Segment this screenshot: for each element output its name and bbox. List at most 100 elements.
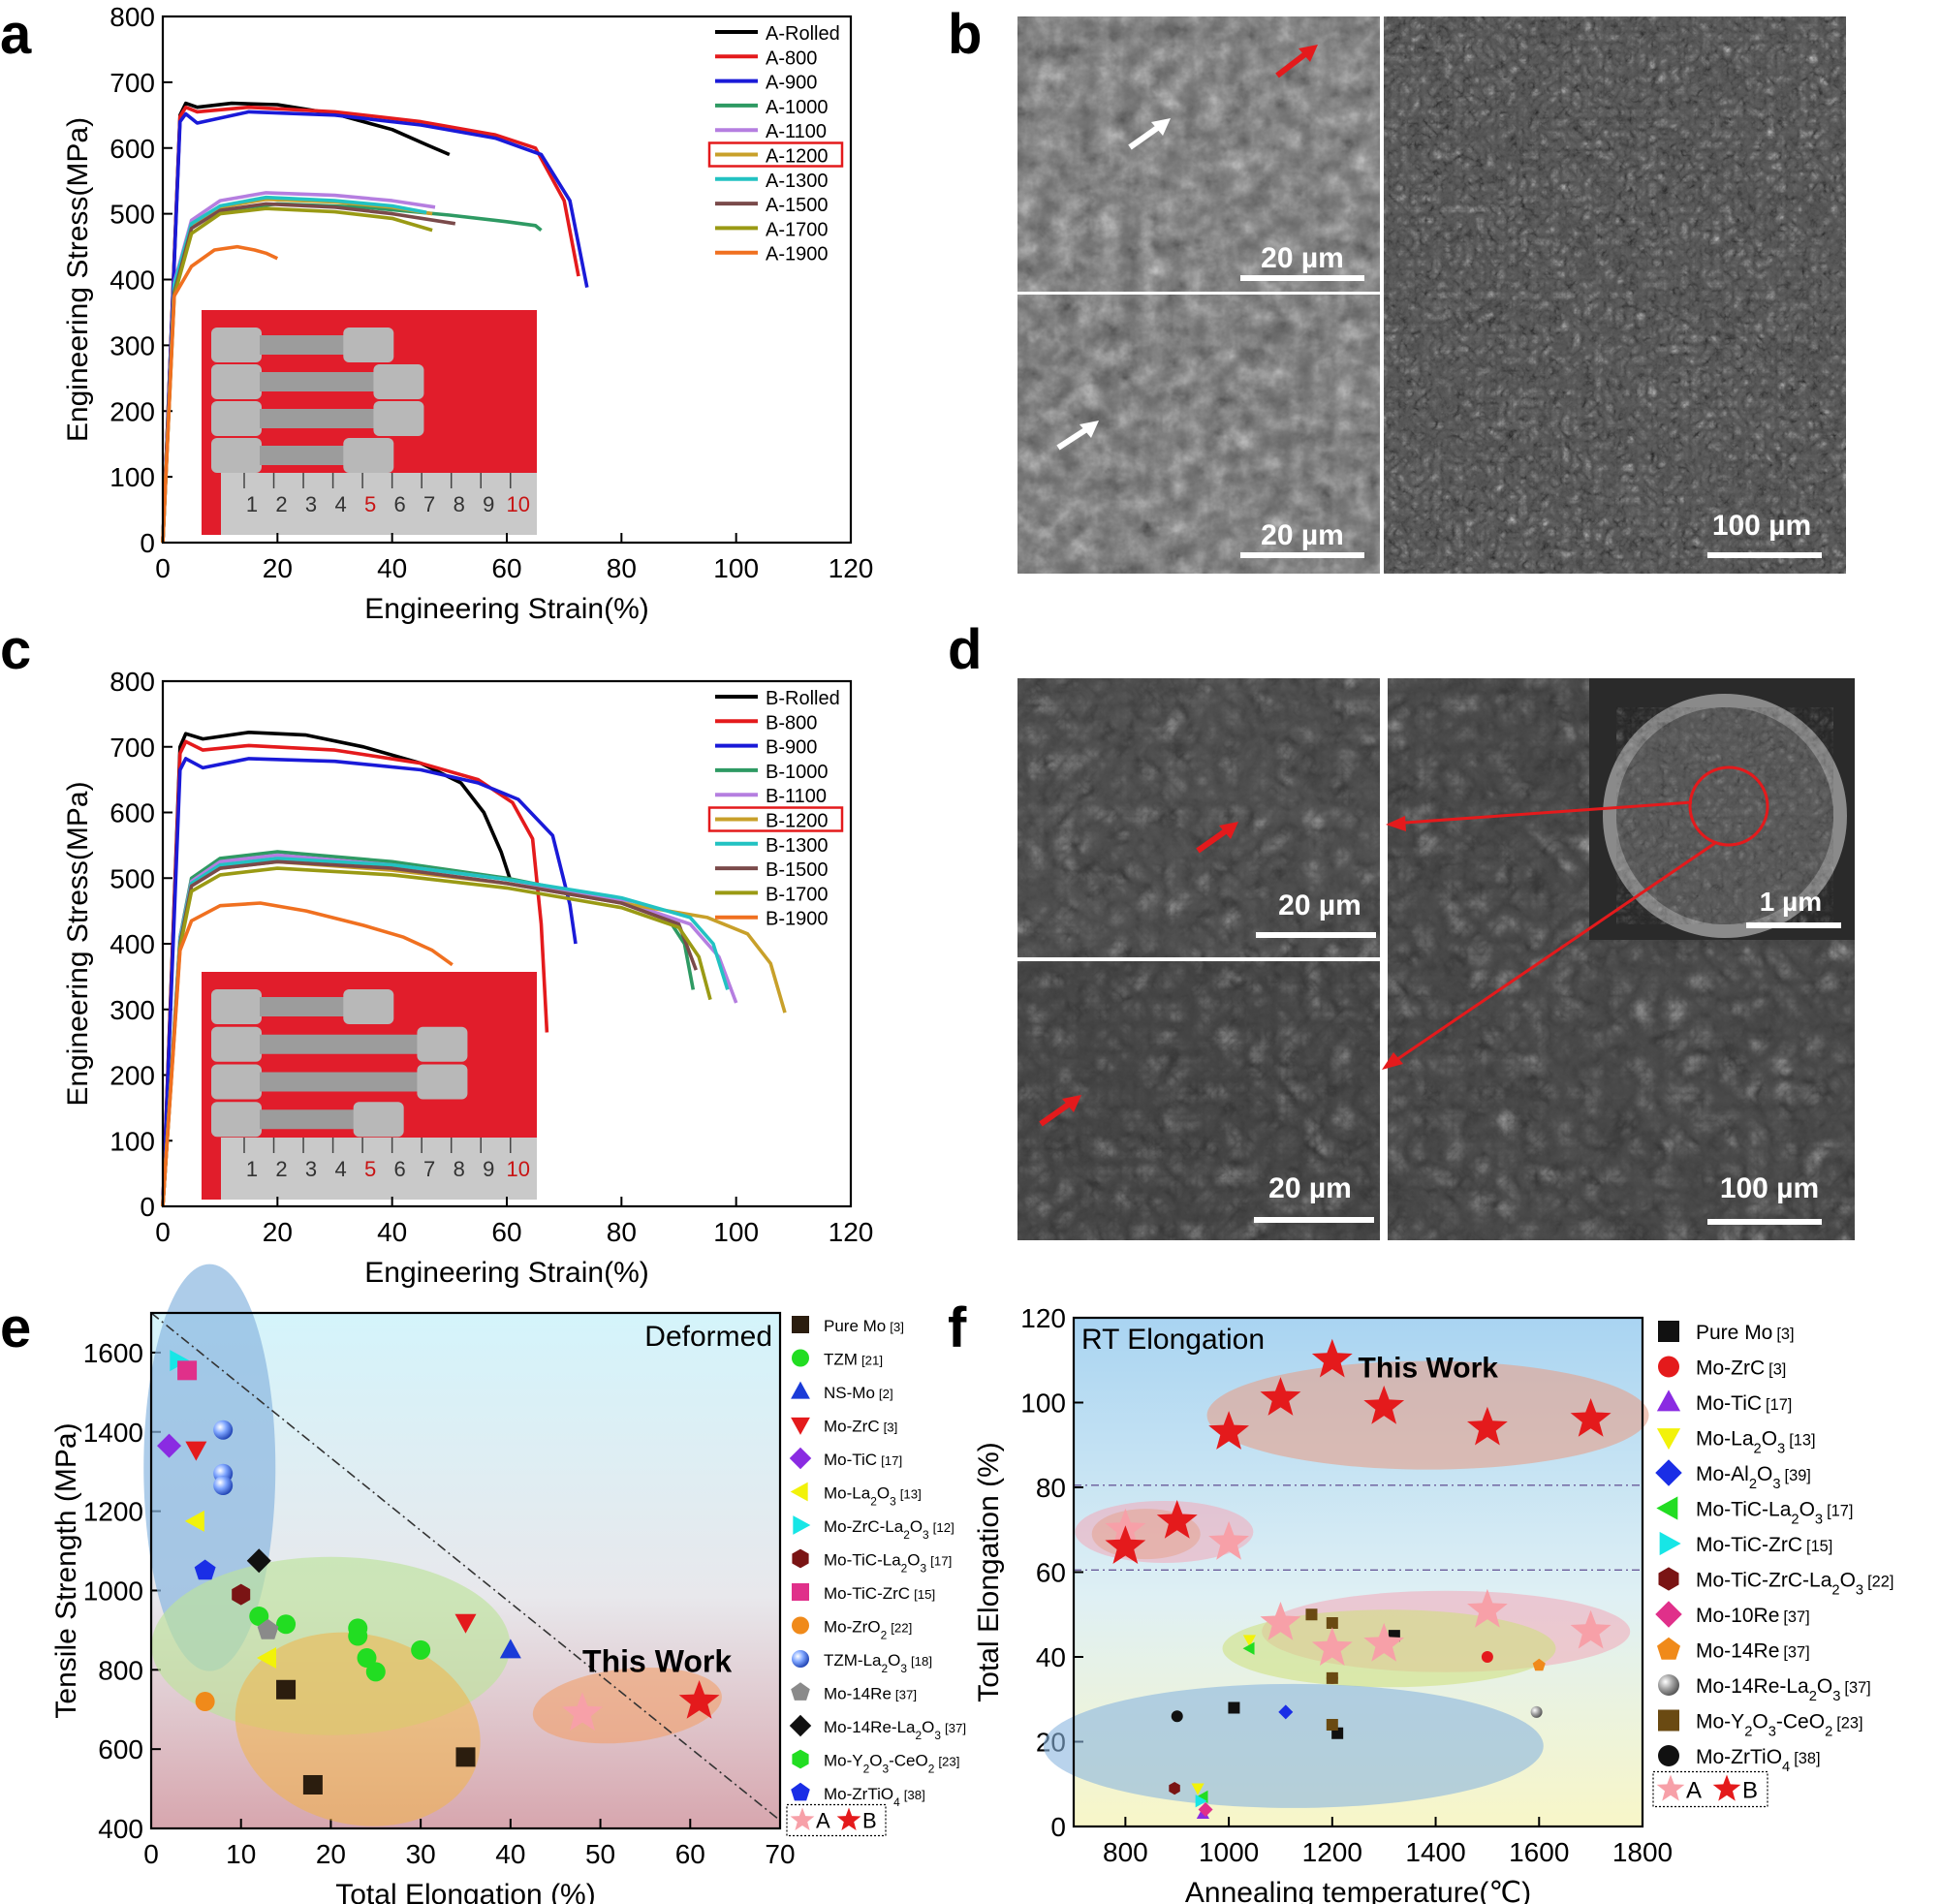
legend-marker-Mo-TiC-ZrC — [1659, 1531, 1681, 1556]
specimen-gauge — [260, 335, 348, 355]
legend-label-Mo-Y2O3-CeO2: Mo-Y2O3-CeO2 [23] — [1696, 1711, 1863, 1740]
label-fragment: 2 — [903, 1528, 910, 1542]
label-fragment: O — [907, 1551, 920, 1570]
x-tick-label-e-6: 60 — [675, 1839, 705, 1869]
label-fragment: 3 — [1772, 1477, 1780, 1492]
y-tick-label-e-1: 600 — [98, 1734, 143, 1764]
scalebar-d-inset — [1746, 922, 1841, 928]
star-point-A — [1467, 1588, 1508, 1628]
data-point-Mo-Al2O3 — [1278, 1704, 1294, 1720]
legend-marker-Pure Mo — [1658, 1321, 1679, 1342]
label-fragment: Al — [1731, 1463, 1749, 1485]
ruler-label-5: 5 — [364, 492, 376, 516]
data-point-Mo-Y2O3-CeO2 — [1305, 1608, 1318, 1621]
y-axis-label-c: Engineering Stress(MPa) — [62, 781, 94, 1106]
specimen-gauge — [260, 1072, 422, 1092]
star-point-B — [1570, 1398, 1611, 1437]
label-fragment: Mo- — [1696, 1428, 1731, 1451]
star-point-A — [562, 1692, 603, 1732]
label-fragment: Mo-TiC-ZrC — [824, 1584, 910, 1603]
legend-star-label-A-f: A — [1686, 1778, 1702, 1804]
specimen-photo-inset-a: 1 2 3 4 5 6 7 8 9 10 — [202, 310, 537, 535]
ruler-label-3: 3 — [305, 1157, 317, 1181]
x-axis-label-f: Annealing temperature(℃) — [1185, 1877, 1531, 1904]
specimen-gauge — [260, 446, 348, 465]
specimen-thread-left — [211, 328, 262, 362]
legend-label-A-800: A-800 — [766, 47, 817, 69]
legend-marker-TZM — [792, 1349, 809, 1367]
scalebar-d-bottom — [1254, 1217, 1374, 1223]
label-fragment: TZM — [824, 1351, 858, 1369]
plot-area-a: 0 20 40 60 80 100 120 0 100 200 300 400 500 600 700 800… — [62, 2, 873, 625]
legend-label-Mo-TiC-ZrC: Mo-TiC-ZrC [15] — [1696, 1534, 1832, 1556]
panel-label-e: e — [0, 1296, 31, 1359]
label-ref: [17] — [1766, 1396, 1792, 1414]
data-point-Mo-ZrTiO4 — [1171, 1710, 1183, 1723]
data-point-Mo-TiC-ZrC-La2O3 — [1169, 1782, 1180, 1795]
ruler-label-9: 9 — [483, 1157, 494, 1181]
sem-texture-b-right — [1384, 16, 1846, 574]
ruler-label-1: 1 — [246, 1157, 258, 1181]
y-axis-label-a: Engineering Stress(MPa) — [62, 117, 94, 442]
legend-label-A-900: A-900 — [766, 73, 817, 94]
specimen-thread-right — [343, 438, 394, 473]
legend-highlight-box — [707, 141, 844, 168]
label-fragment: Mo-TiC-ZrC — [1696, 1534, 1802, 1556]
data-point-Mo-ZrO2 — [195, 1692, 215, 1712]
label-fragment: - — [889, 1752, 894, 1770]
label-ref: [18] — [911, 1654, 932, 1669]
data-point-Pure Mo — [455, 1747, 476, 1767]
label-ref: [37] — [1844, 1679, 1870, 1697]
legend-label-Mo-TiC-La2O3: Mo-TiC-La2O3 [17] — [1696, 1499, 1853, 1528]
label-ref: [23] — [1836, 1715, 1862, 1732]
ruler-label-2: 2 — [275, 1157, 287, 1181]
y-tick-label-e-2: 800 — [98, 1655, 143, 1685]
label-fragment: ZrTiO — [1731, 1746, 1782, 1768]
legend-label-Mo-14Re-La2O3: Mo-14Re-La2O3 [37] — [1696, 1675, 1871, 1704]
data-point-Mo-TiC-ZrC — [1195, 1795, 1207, 1808]
y-tick-label-f-2: 40 — [1036, 1642, 1066, 1672]
plot-area-c: 0 20 40 60 80 100 120 0 100 200 300 400 500 600 700 800… — [62, 667, 873, 1289]
series-line-B-800 — [161, 739, 549, 1207]
label-fragment: Mo- — [824, 1484, 852, 1503]
legend-marker-Mo-14Re-La2O3 — [789, 1714, 812, 1737]
panel-label-d: d — [948, 618, 982, 681]
label-fragment: Mo-TiC- — [1696, 1499, 1768, 1521]
label-fragment: Mo-ZrC — [824, 1418, 880, 1436]
label-ref: [22] — [891, 1621, 912, 1636]
cluster-ellipse-low — [235, 1632, 481, 1826]
y-tick-label-a-1: 100 — [110, 462, 155, 492]
legend-label-B-1000: B-1000 — [766, 762, 829, 783]
legend-marker-TZM-La2O3 — [792, 1650, 809, 1668]
label-fragment: 2 — [916, 1729, 923, 1742]
label-fragment: Mo-ZrC — [1696, 1358, 1765, 1380]
specimen-thread-right — [417, 1064, 468, 1100]
label-fragment: 2 — [1749, 1477, 1757, 1492]
legend-marker-Mo-ZrC — [791, 1417, 810, 1435]
label-ref: [23] — [938, 1755, 959, 1769]
data-point-Pure Mo — [276, 1679, 297, 1700]
legend-marker-Mo-10Re — [1655, 1601, 1682, 1628]
y-tick-label-c-6: 600 — [110, 798, 155, 828]
legend-label-A-1000: A-1000 — [766, 97, 829, 118]
x-tick-label-c-1: 20 — [263, 1217, 293, 1247]
specimen-thread-right — [343, 989, 394, 1024]
label-fragment: Mo- — [1696, 1711, 1731, 1733]
y-tick-label-a-4: 400 — [110, 265, 155, 296]
legend-label-B-1700: B-1700 — [766, 884, 829, 905]
series-line-B-1900 — [161, 901, 454, 1207]
chart-panel-e: 0 10 20 30 40 50 60 70 400 600 800 1000 1200 1400 1600… — [50, 1264, 966, 1904]
legend-label-B-Rolled: B-Rolled — [766, 688, 840, 709]
specimen-thread-left — [211, 364, 262, 399]
legend-label-B-1100: B-1100 — [766, 786, 827, 807]
red-arrow-head-icon-d2 — [1062, 1095, 1081, 1112]
legend-star-label-B: B — [862, 1809, 877, 1833]
label-fragment: La — [897, 1718, 916, 1736]
y-axis-label-f: Total Elongation (%) — [973, 1442, 1005, 1701]
scalebar-b-right — [1707, 552, 1822, 558]
legend-marker-Mo-14Re — [1657, 1637, 1680, 1660]
y-tick-label-c-7: 700 — [110, 733, 155, 763]
label-fragment: O — [888, 1651, 900, 1670]
label-fragment: O — [1840, 1570, 1856, 1592]
y-tick-label-f-5: 100 — [1020, 1389, 1066, 1419]
